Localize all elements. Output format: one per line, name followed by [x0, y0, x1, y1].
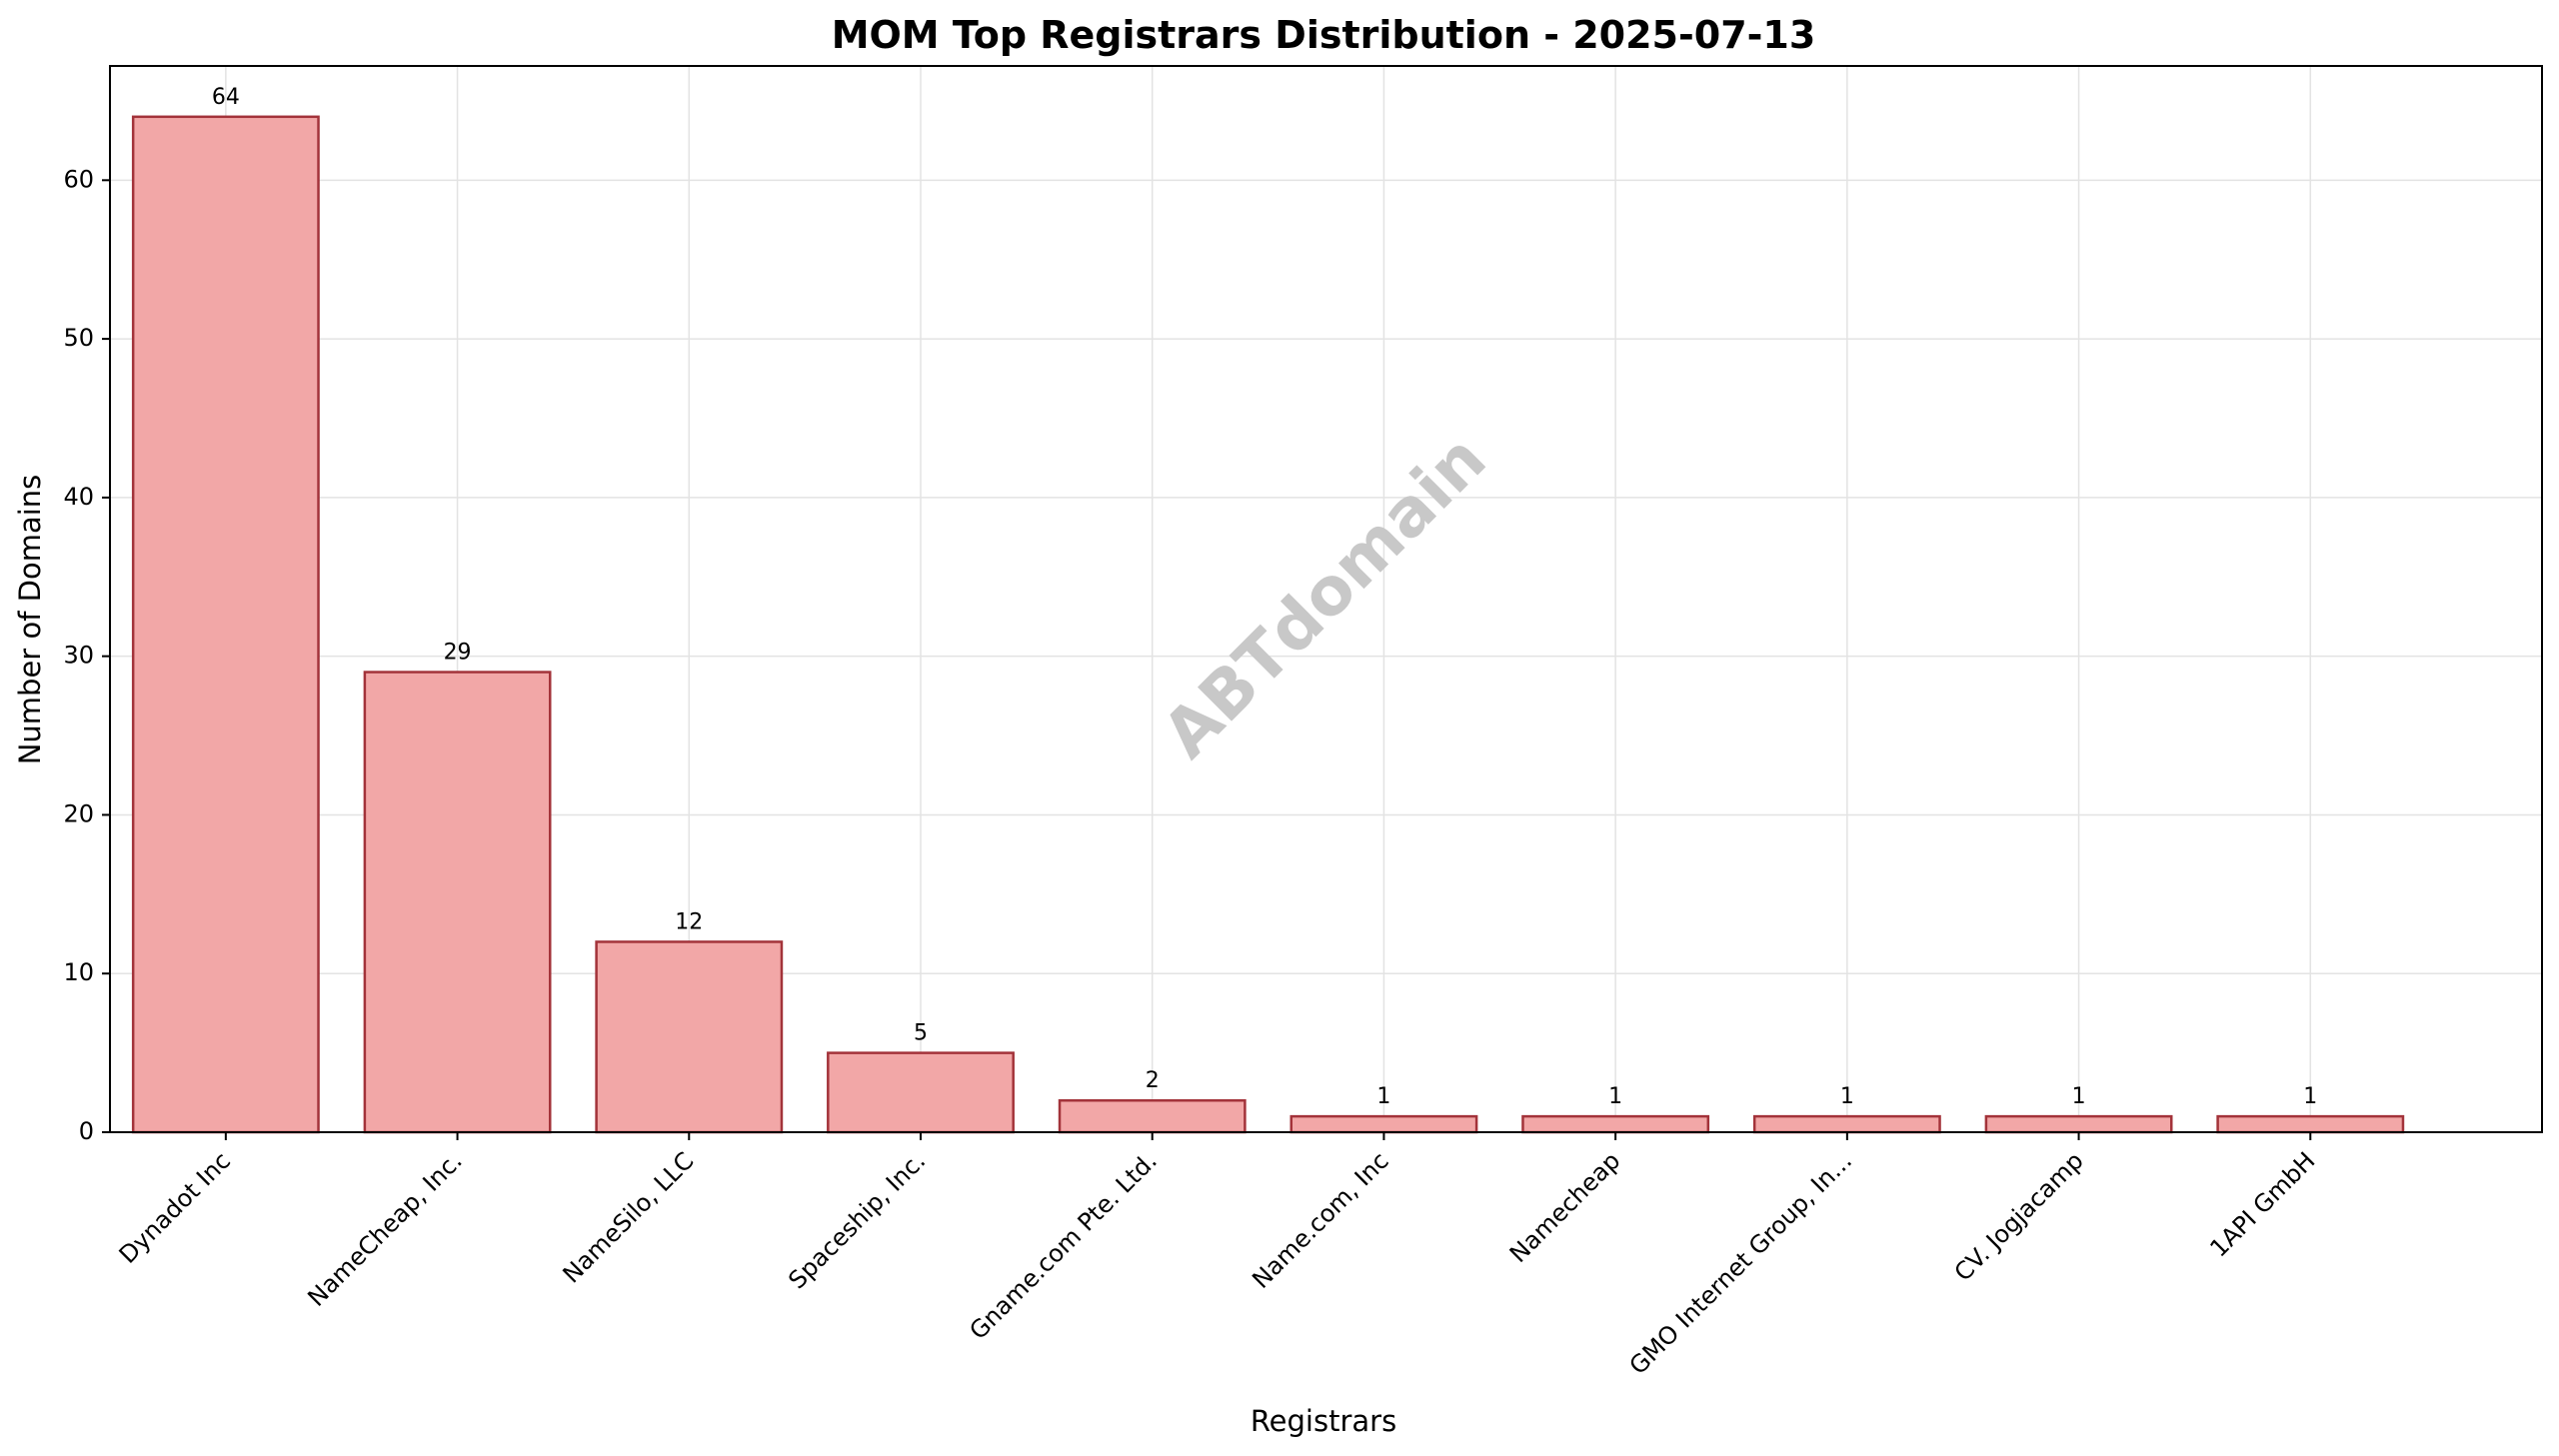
data-label: 5	[914, 1021, 928, 1046]
y-tick-label: 60	[63, 165, 94, 193]
bar	[827, 1051, 1015, 1134]
x-axis-label: Registrars	[1251, 1404, 1396, 1438]
data-labels: 64 29 12 5 2 1 1 1 1 1	[212, 85, 2317, 1109]
x-tick-label: 1API GmbH	[2204, 1146, 2320, 1262]
x-axis: Dynadot Inc NameCheap, Inc. NameSilo, LLC S…	[114, 1132, 2321, 1380]
data-label: 64	[212, 85, 240, 110]
chart-title: MOM Top Registrars Distribution - 2025-0…	[832, 13, 1816, 57]
bar	[1521, 1114, 1710, 1134]
x-tick-label: Dynadot Inc	[114, 1146, 236, 1268]
y-tick-label: 50	[63, 324, 94, 352]
data-label: 29	[444, 641, 472, 666]
data-label: 1	[2072, 1084, 2086, 1109]
bar	[1752, 1114, 1941, 1134]
bar	[1289, 1114, 1478, 1134]
x-tick-label: NameCheap, Inc.	[302, 1146, 467, 1311]
x-tick-label: CV. Jogjacamp	[1949, 1146, 2089, 1286]
y-tick-label: 10	[63, 958, 94, 986]
y-tick-label: 30	[63, 642, 94, 670]
data-label: 1	[2303, 1084, 2317, 1109]
y-axis: 0 10 20 30 40 50 60	[63, 165, 110, 1145]
x-tick-label: NameSilo, LLC	[558, 1146, 700, 1288]
y-tick-label: 0	[79, 1117, 94, 1145]
data-label: 1	[1376, 1084, 1390, 1109]
data-label: 1	[1840, 1084, 1854, 1109]
watermark: ABTdomain	[1148, 420, 1500, 772]
data-label: 12	[675, 909, 703, 934]
x-tick-label: Namecheap	[1504, 1146, 1626, 1268]
x-tick-label: Name.com, Inc	[1247, 1146, 1393, 1293]
bar	[595, 940, 784, 1134]
bar	[2216, 1114, 2405, 1134]
plot-frame	[109, 65, 2543, 1133]
y-axis-label: Number of Domains	[13, 475, 47, 765]
x-tick-label: Gname.com Pte. Ltd.	[964, 1146, 1163, 1345]
bar	[1984, 1114, 2173, 1134]
x-tick-label: Spaceship, Inc.	[783, 1146, 931, 1294]
x-tick-label: GMO Internet Group, In...	[1624, 1146, 1858, 1380]
y-tick-label: 20	[63, 799, 94, 827]
bar	[131, 115, 320, 1134]
bar	[1058, 1098, 1247, 1134]
y-tick-label: 40	[63, 483, 94, 511]
data-label: 2	[1146, 1068, 1160, 1093]
data-label: 1	[1608, 1084, 1622, 1109]
bar	[363, 671, 552, 1134]
bars	[131, 115, 2405, 1134]
